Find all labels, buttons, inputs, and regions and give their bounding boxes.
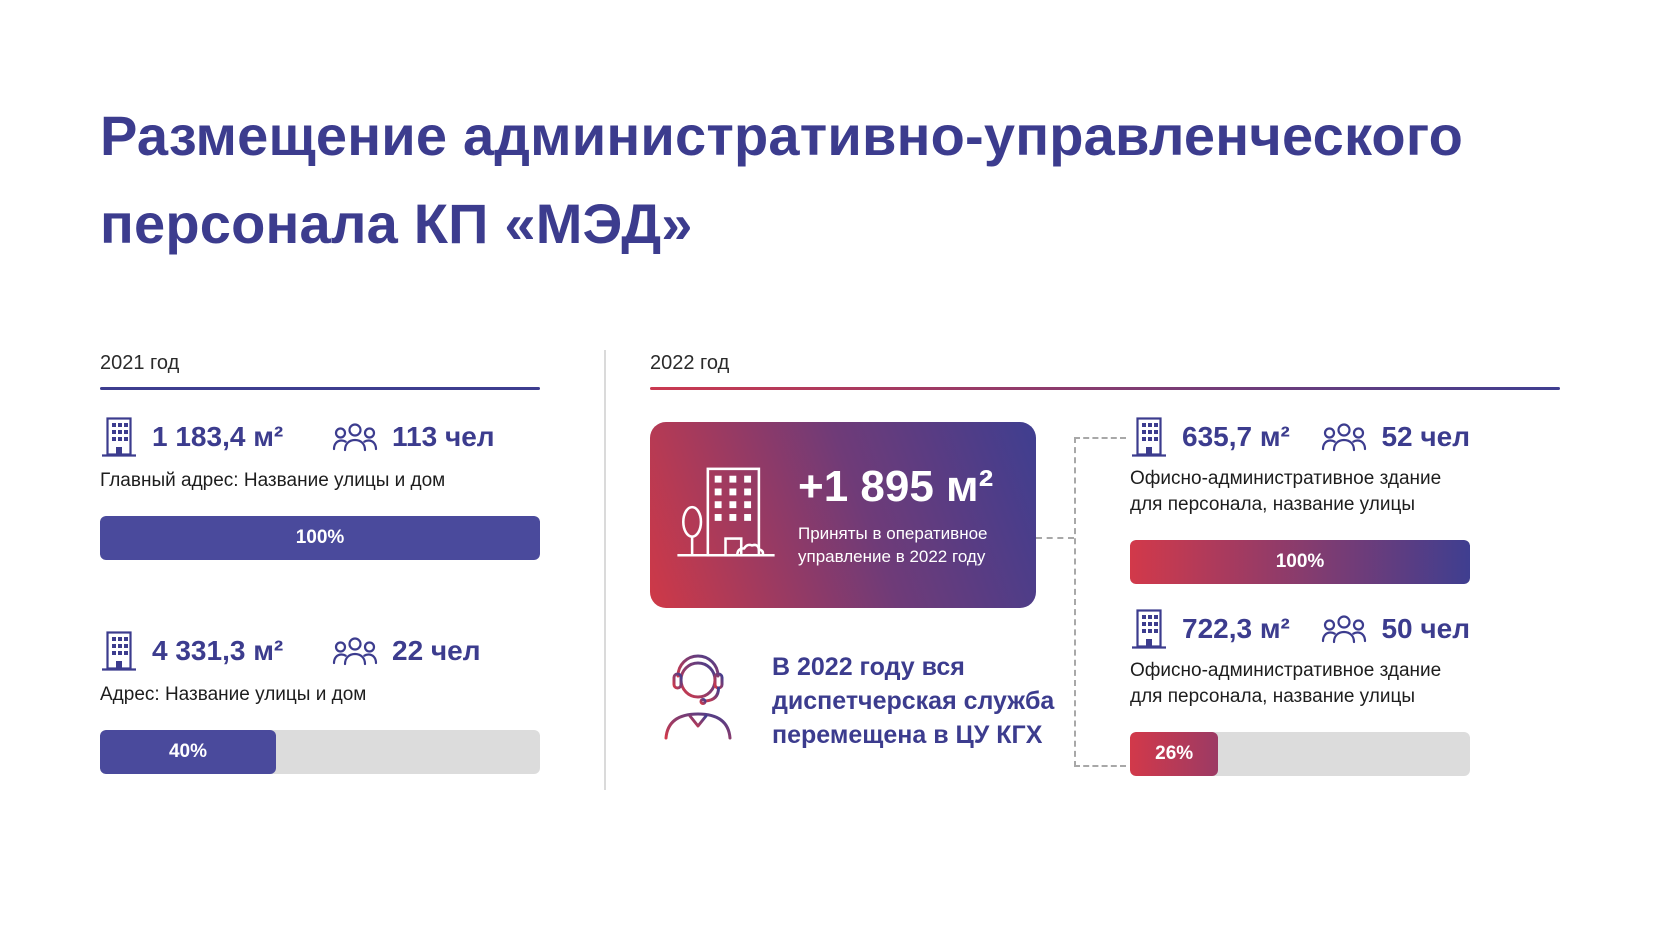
occupancy-percent-label: 40%: [168, 741, 208, 762]
dispatcher-note: В 2022 году вся диспетчерская служба пер…: [652, 646, 1054, 752]
year-rule-2021: [100, 387, 540, 390]
address-caption: Офисно-административное здание для персо…: [1130, 468, 1442, 515]
column-divider: [604, 350, 606, 790]
people-value: 113 чел: [392, 421, 495, 452]
dispatcher-icon: [652, 646, 744, 742]
dashed-connector-vertical: [1074, 437, 1076, 767]
dashed-connector-mid: [1036, 537, 1074, 539]
occupancy-bar-fill: 100%: [100, 516, 540, 560]
area-value: 722,3 м²: [1182, 613, 1290, 644]
building-icon: [100, 630, 138, 672]
stat-row: 4 331,3 м² 22 чел: [100, 630, 540, 672]
buildings-2022: 635,7 м² 5: [1130, 416, 1470, 776]
dispatcher-note-line1: В 2022 году вся: [772, 653, 965, 681]
dashed-connector-top: [1074, 437, 1126, 439]
address-caption: Главный адрес: Название улицы и дом: [100, 470, 446, 491]
page-title-line1: Размещение административно-управленческо…: [100, 104, 1464, 167]
occupancy-bar: 26%: [1130, 732, 1470, 776]
card-text: +1 895 м² Приняты в оперативное управлен…: [798, 462, 1012, 568]
year-rule-2022: [650, 387, 1560, 390]
year-label-2022: 2022 год: [650, 352, 730, 374]
address-caption: Адрес: Название улицы и дом: [100, 684, 367, 705]
stat-row: 635,7 м² 5: [1130, 416, 1470, 458]
stat-block-2022-building1: 635,7 м² 5: [1130, 416, 1470, 584]
people-icon: [1321, 614, 1367, 644]
area-value: 635,7 м²: [1182, 421, 1290, 452]
page-title: Размещение административно-управленческо…: [100, 92, 1463, 268]
occupancy-bar-fill: 40%: [100, 730, 276, 774]
people-value: 52 чел: [1381, 421, 1470, 452]
people-icon: [332, 636, 378, 666]
new-area-card: +1 895 м² Приняты в оперативное управлен…: [650, 422, 1036, 608]
big-building-icon: [674, 461, 778, 569]
occupancy-bar: 100%: [1130, 540, 1470, 584]
stat-block-2021-main: 1 183,4 м² 113 чел Глав: [100, 416, 540, 560]
stat-row: 1 183,4 м² 113 чел: [100, 416, 540, 458]
people-value: 22 чел: [392, 635, 481, 666]
building-icon: [100, 416, 138, 458]
stat-block-2021-secondary: 4 331,3 м² 22 чел Адрес: [100, 630, 540, 774]
section-2021: 2021 год: [100, 352, 540, 774]
people-value: 50 чел: [1381, 613, 1470, 644]
people-icon: [1321, 422, 1367, 452]
occupancy-bar-fill: 100%: [1130, 540, 1470, 584]
occupancy-bar: 100%: [100, 516, 540, 560]
building-icon: [1130, 416, 1168, 458]
address-caption: Офисно-административное здание для персо…: [1130, 660, 1442, 707]
dispatcher-note-text: В 2022 году вся диспетчерская служба пер…: [772, 646, 1054, 752]
card-headline: +1 895 м²: [798, 462, 994, 511]
occupancy-bar-fill: 26%: [1130, 732, 1219, 776]
dispatcher-note-line2: диспетчерская служба: [772, 687, 1055, 715]
occupancy-percent-label: 100%: [1275, 551, 1325, 572]
occupancy-percent-label: 100%: [295, 527, 345, 548]
building-icon: [1130, 608, 1168, 650]
stat-block-2022-building2: 722,3 м² 5: [1130, 608, 1470, 776]
area-value: 4 331,3 м²: [152, 635, 284, 666]
dispatcher-note-line3: перемещена в ЦУ КГХ: [772, 721, 1043, 749]
occupancy-bar: 40%: [100, 730, 540, 774]
dashed-connector-bottom: [1074, 765, 1126, 767]
stat-row: 722,3 м² 5: [1130, 608, 1470, 650]
page-title-line2: персонала КП «МЭД»: [100, 192, 693, 255]
occupancy-percent-label: 26%: [1155, 743, 1194, 764]
area-value: 1 183,4 м²: [152, 421, 284, 452]
card-subtext: Приняты в оперативное управление в 2022 …: [798, 524, 988, 566]
year-label-2021: 2021 год: [100, 352, 180, 374]
people-icon: [332, 422, 378, 452]
section-2022: 2022 год: [650, 352, 1560, 812]
